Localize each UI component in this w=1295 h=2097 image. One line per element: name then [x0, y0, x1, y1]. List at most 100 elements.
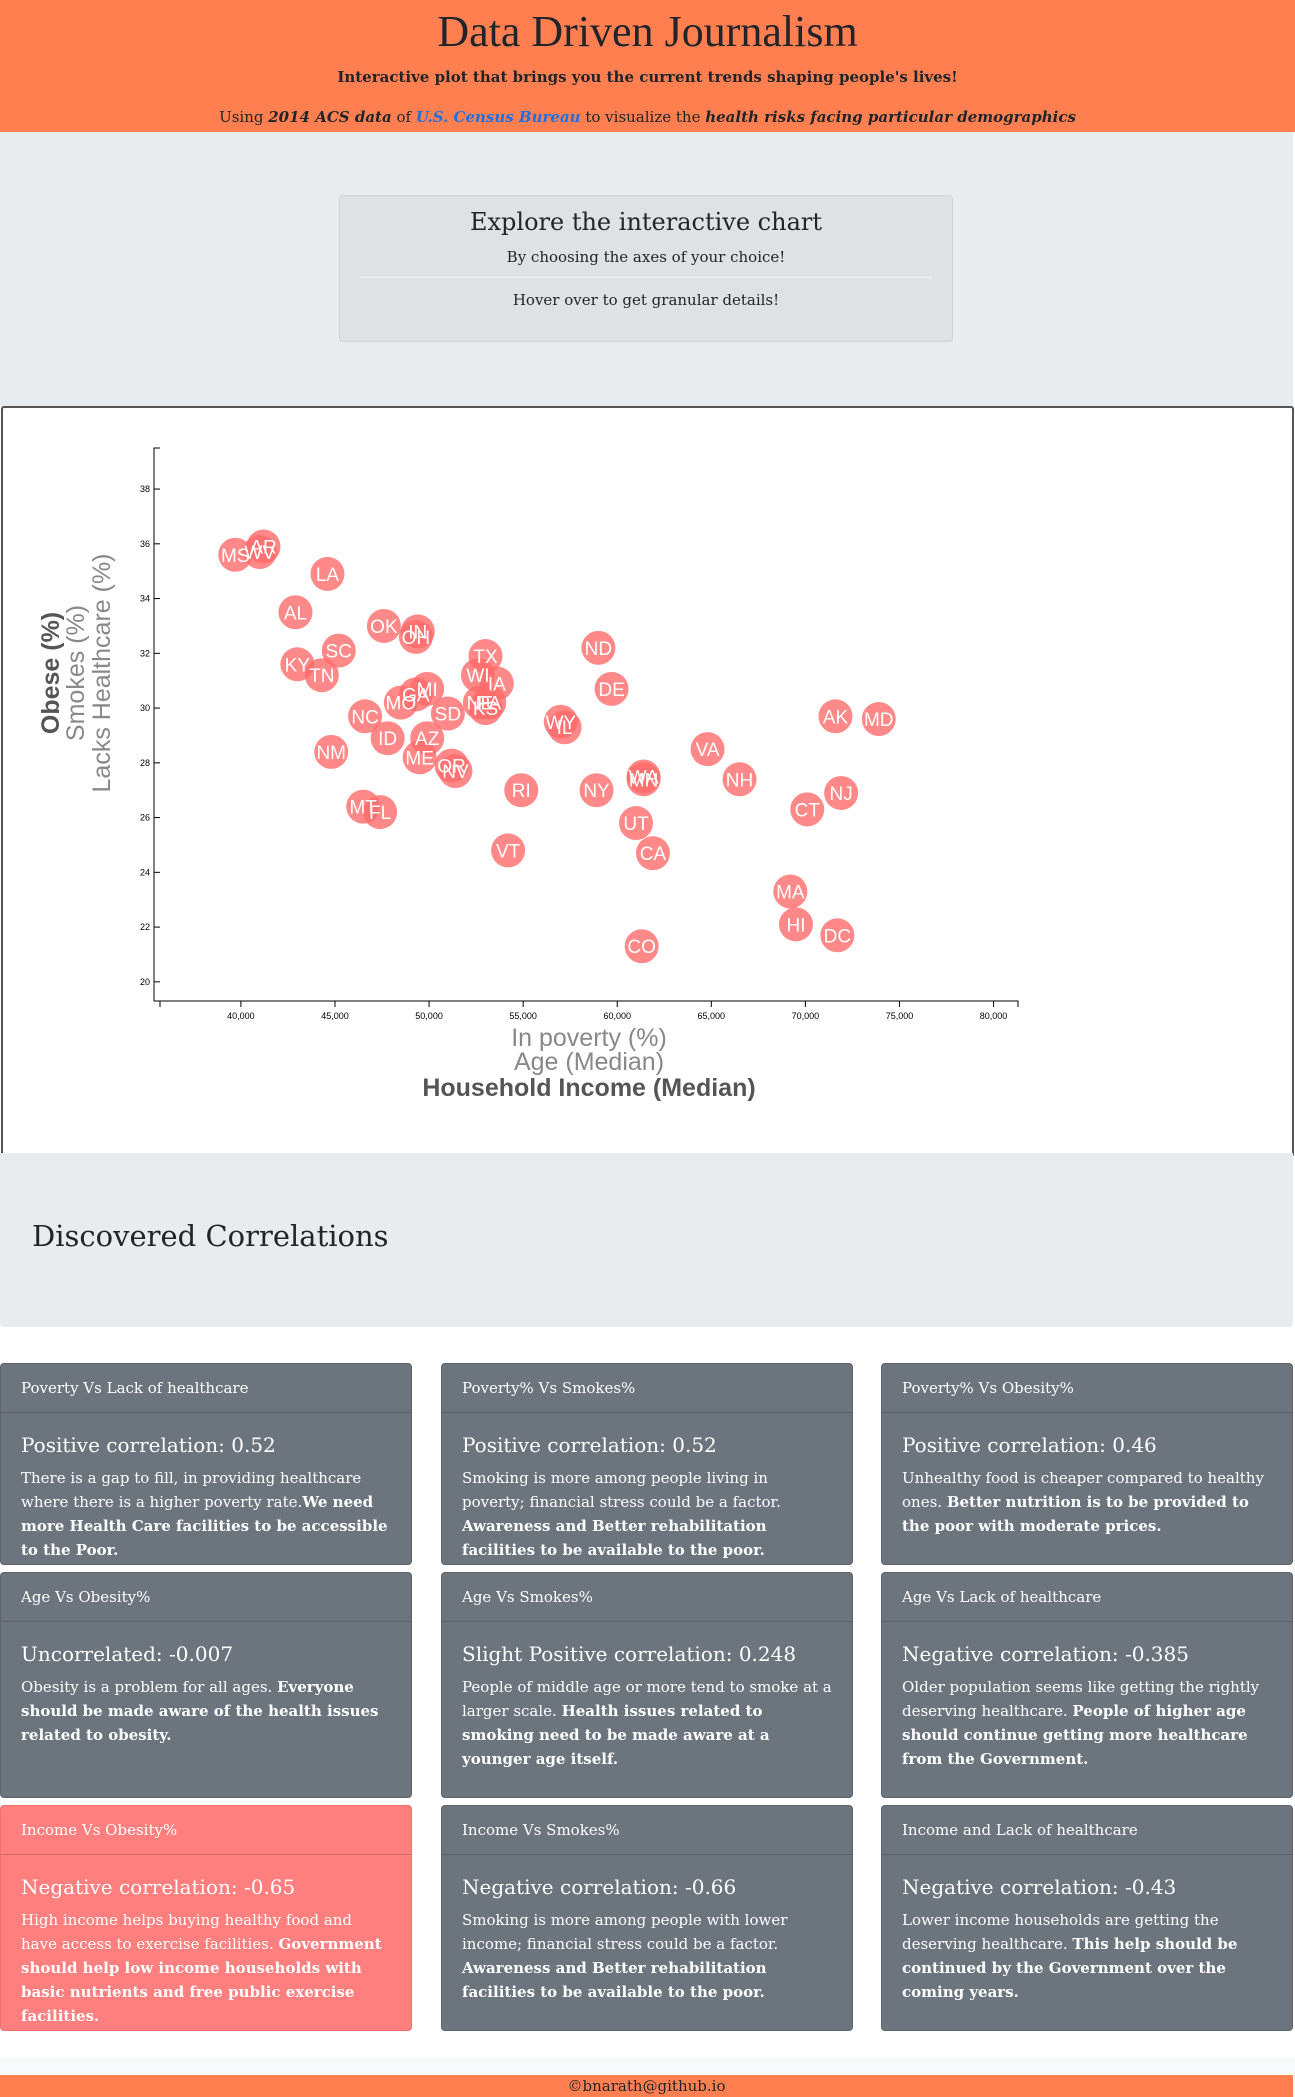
page-subline: Using 2014 ACS data of U.S. Census Burea… — [0, 108, 1295, 126]
data-point-ct[interactable] — [790, 792, 825, 827]
subline-data: 2014 ACS data — [268, 108, 392, 126]
data-point-label: AK — [823, 707, 849, 728]
data-point-sd[interactable] — [430, 696, 465, 731]
data-point-va[interactable] — [690, 732, 725, 767]
data-point-la[interactable] — [310, 556, 345, 591]
y-tick-label: 34 — [140, 594, 150, 604]
data-point-me[interactable] — [402, 740, 437, 775]
data-point-in[interactable] — [400, 614, 435, 649]
page-header: Data Driven Journalism Interactive plot … — [0, 0, 1295, 132]
x-tick-label: 70,000 — [792, 1011, 820, 1021]
data-point-hi[interactable] — [778, 907, 813, 942]
explore-line2: Hover over to get granular details! — [512, 291, 780, 309]
y-axis-option[interactable]: Smokes (%) — [62, 605, 90, 741]
card-text-emphasis: Awareness and Better rehabilitation faci… — [462, 1959, 767, 2001]
data-point-label: MA — [776, 882, 805, 903]
data-point-al[interactable] — [278, 595, 313, 630]
data-point-label: RI — [512, 781, 531, 802]
data-point-nh[interactable] — [722, 762, 757, 797]
data-point-ma[interactable] — [773, 874, 808, 909]
data-point-label: NE — [467, 694, 493, 715]
card-title: Negative correlation: -0.43 — [902, 1875, 1177, 1899]
data-point-label: VA — [696, 740, 720, 761]
data-point-ak[interactable] — [818, 699, 853, 734]
y-axis-option[interactable]: Lacks Healthcare (%) — [88, 554, 116, 793]
divider — [360, 277, 932, 278]
card-header: Age Vs Smokes% — [442, 1573, 852, 1622]
x-axis-option[interactable]: In poverty (%) — [511, 1024, 667, 1052]
y-tick-label: 36 — [140, 539, 150, 549]
card-text: Smoking is more among people with lower … — [462, 1908, 832, 2004]
card-header: Income and Lack of healthcare — [882, 1806, 1292, 1855]
data-point-nm[interactable] — [314, 734, 349, 769]
data-point-nd[interactable] — [581, 630, 616, 665]
y-tick-label: 20 — [140, 977, 150, 987]
data-point-dc[interactable] — [820, 918, 855, 953]
correlation-card: Income Vs Obesity% Negative correlation: … — [0, 1805, 412, 2031]
data-point-id[interactable] — [370, 721, 405, 756]
x-axis-option[interactable]: Household Income (Median) — [422, 1074, 755, 1102]
scatter-chart: 40,000 45,000 50,000 55,000 60,000 65,000 70,0… — [37, 447, 1019, 1102]
card-header: Income Vs Obesity% — [1, 1806, 411, 1855]
x-tick-label: 65,000 — [698, 1011, 726, 1021]
card-header: Poverty% Vs Smokes% — [442, 1364, 852, 1413]
y-tick-label: 32 — [140, 648, 150, 658]
card-title: Slight Positive correlation: 0.248 — [462, 1642, 797, 1666]
data-point-label: NJ — [830, 784, 853, 805]
card-text-body: Smoking is more among people with lower … — [462, 1911, 788, 1953]
data-point-ny[interactable] — [579, 773, 614, 808]
data-point-ga[interactable] — [398, 677, 433, 712]
card-text-body: People of middle age or more tend to smo… — [462, 1678, 832, 1720]
y-tick-label: 22 — [140, 922, 150, 932]
card-header: Age Vs Obesity% — [1, 1573, 411, 1622]
footer: ©bnarath@github.io — [0, 2075, 1293, 2097]
data-point-co[interactable] — [624, 929, 659, 964]
census-bureau-link[interactable]: U.S. Census Bureau — [415, 108, 581, 126]
data-point-ri[interactable] — [504, 773, 539, 808]
card-title: Negative correlation: -0.65 — [21, 1875, 296, 1899]
data-point-ut[interactable] — [619, 806, 654, 841]
data-point-label: TN — [309, 666, 334, 687]
data-point-label: PA — [477, 694, 501, 715]
data-point-nc[interactable] — [348, 699, 383, 734]
card-text: Smoking is more among people living in p… — [462, 1466, 832, 1562]
data-point-label: SD — [435, 705, 461, 726]
card-title: Uncorrelated: -0.007 — [21, 1642, 234, 1666]
y-tick-label: 30 — [140, 703, 150, 713]
data-point-ca[interactable] — [635, 836, 670, 871]
data-point-de[interactable] — [594, 671, 629, 706]
data-point-ok[interactable] — [366, 608, 401, 643]
data-point-vt[interactable] — [491, 833, 526, 868]
correlation-card: Poverty% Vs Obesity% Positive correlation… — [881, 1363, 1293, 1565]
data-point-wy[interactable] — [543, 704, 578, 739]
correlation-card: Age Vs Smokes% Slight Positive correlatio… — [441, 1572, 853, 1798]
x-axis-option[interactable]: Age (Median) — [514, 1048, 664, 1076]
correlation-card: Poverty Vs Lack of healthcare Positive co… — [0, 1363, 412, 1565]
y-axis-option[interactable]: Obese (%) — [37, 612, 65, 734]
data-point-sc[interactable] — [321, 633, 356, 668]
data-point-nj[interactable] — [824, 775, 859, 810]
data-point-label: OK — [370, 617, 398, 638]
data-point-label: MT — [349, 798, 377, 819]
data-point-label: KY — [285, 655, 311, 676]
card-text-body: Older population seems like getting the … — [902, 1678, 1260, 1720]
card-text-body: There is a gap to fill, in providing hea… — [21, 1469, 362, 1511]
data-point-wv[interactable] — [242, 535, 277, 570]
data-point-label: MD — [864, 710, 894, 731]
card-title: Positive correlation: 0.46 — [902, 1433, 1157, 1457]
data-point-mt[interactable] — [346, 789, 381, 824]
data-point-mn[interactable] — [626, 762, 661, 797]
data-point-pa[interactable] — [472, 685, 507, 720]
card-title: Positive correlation: 0.52 — [21, 1433, 276, 1457]
data-point-md[interactable] — [861, 702, 896, 737]
data-point-tn[interactable] — [304, 658, 339, 693]
x-tick-label: 45,000 — [321, 1011, 349, 1021]
correlations-heading: Discovered Correlations — [32, 1219, 389, 1253]
scatter-chart-container: 40,000 45,000 50,000 55,000 60,000 65,000 70,0… — [1, 406, 1294, 1157]
card-text: Older population seems like getting the … — [902, 1675, 1272, 1771]
data-point-label: UT — [623, 814, 649, 835]
card-text-body: Unhealthy food is cheaper compared to he… — [902, 1469, 1264, 1511]
card-text: High income helps buying healthy food an… — [21, 1908, 391, 2028]
data-point-or[interactable] — [434, 748, 469, 783]
data-point-label: GA — [402, 685, 430, 706]
